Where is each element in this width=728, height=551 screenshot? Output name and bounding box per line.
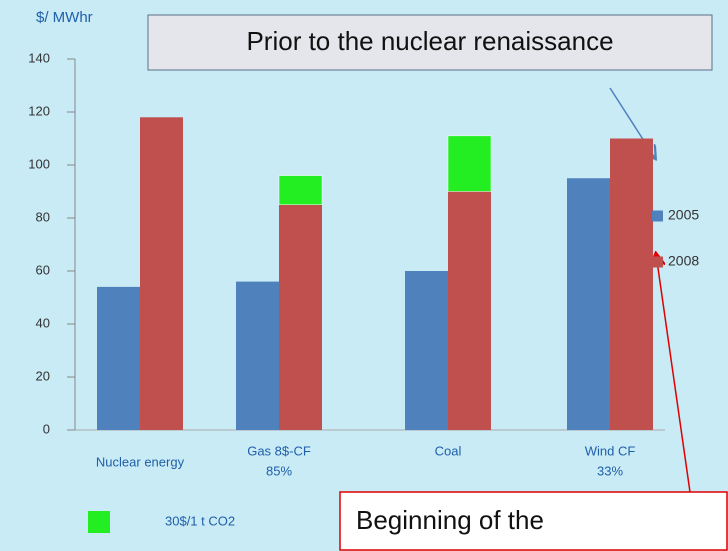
y-tick-label: 140	[28, 50, 50, 65]
x-tick-label: Wind CF	[585, 443, 636, 458]
bar	[405, 271, 448, 430]
legend-label: 30$/1 t CO2	[165, 513, 235, 528]
annotation-box	[339, 491, 728, 551]
bar	[279, 204, 322, 430]
bar	[97, 286, 140, 430]
y-tick-label: 120	[28, 103, 50, 118]
legend-label: 2005	[668, 207, 699, 223]
x-tick-label: 85%	[266, 463, 292, 478]
y-tick-label: 40	[36, 315, 50, 330]
legend-swatch	[652, 256, 663, 268]
legend-label: 2008	[668, 253, 699, 269]
annotation: Beginning of the	[356, 505, 544, 535]
y-tick-label: 60	[36, 262, 50, 277]
x-tick-label: Gas 8$-CF	[247, 443, 311, 458]
bar	[448, 191, 491, 430]
y-tick-label: 100	[28, 156, 50, 171]
x-tick-label: Nuclear energy	[96, 454, 185, 469]
x-tick-label: Coal	[435, 443, 462, 458]
y-axis-label: $/ MWhr	[36, 9, 93, 26]
y-tick-label: 20	[36, 368, 50, 383]
bar	[447, 135, 492, 192]
y-tick-label: 80	[36, 209, 50, 224]
annotation-box	[147, 14, 713, 71]
bar	[610, 138, 653, 430]
x-tick-label: 33%	[597, 463, 623, 478]
legend-swatch	[652, 210, 663, 222]
annotation: Prior to the nuclear renaissance	[246, 26, 613, 56]
legend-swatch	[88, 511, 110, 533]
bar	[236, 281, 279, 430]
y-tick-label: 0	[43, 421, 50, 436]
bar	[567, 178, 610, 430]
arrow	[656, 254, 691, 493]
bar	[278, 175, 323, 206]
bar	[140, 117, 183, 431]
